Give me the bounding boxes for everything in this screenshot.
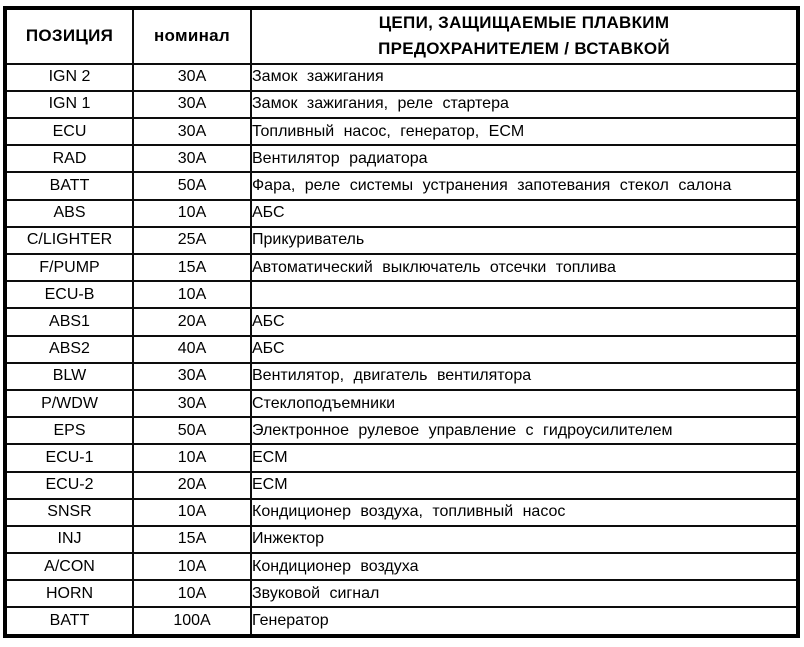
rating-cell: 15A <box>132 524 252 555</box>
rating-cell: 30A <box>132 144 252 174</box>
header-circuits-line2: ПРЕДОХРАНИТЕЛЕМ / ВСТАВКОЙ <box>378 39 670 59</box>
position-cell: BATT <box>4 171 134 201</box>
circuits-cell: АБС <box>250 334 799 364</box>
position-cell: ECU-B <box>4 280 134 310</box>
circuits-cell: АБС <box>250 307 799 337</box>
circuits-cell: Инжектор <box>250 524 799 555</box>
circuits-cell: ECM <box>250 443 799 473</box>
rating-cell: 20A <box>132 307 252 337</box>
position-cell: ABS1 <box>4 307 134 337</box>
rating-cell: 25A <box>132 225 252 256</box>
rating-cell: 30A <box>132 89 252 120</box>
circuits-cell: Стеклоподъемники <box>250 388 799 419</box>
rating-cell: 10A <box>132 552 252 582</box>
position-cell: ECU-1 <box>4 443 134 473</box>
header-circuits-line1: ЦЕПИ, ЗАЩИЩАЕМЫЕ ПЛАВКИМ <box>378 13 670 32</box>
position-cell: ABS2 <box>4 334 134 364</box>
table-row: IGN 1 30A Замок зажигания, реле стартера <box>4 89 799 120</box>
table-row: IGN 2 30A Замок зажигания <box>4 62 799 92</box>
circuits-cell: Кондиционер воздуха, топливный насос <box>250 497 799 527</box>
position-cell: BLW <box>4 361 134 391</box>
header-rating: номинал <box>132 7 252 65</box>
circuits-cell: Автоматический выключатель отсечки топли… <box>250 252 799 283</box>
circuits-cell <box>250 280 799 310</box>
circuits-cell: Топливный насос, генератор, ECM <box>250 117 799 147</box>
table-row: HORN 10A Звуковой сигнал <box>4 579 799 609</box>
circuits-cell: АБС <box>250 198 799 228</box>
rating-cell: 40A <box>132 334 252 364</box>
position-cell: ECU <box>4 117 134 147</box>
header-row: ПОЗИЦИЯ номинал ЦЕПИ, ЗАЩИЩАЕМЫЕ ПЛАВКИМ… <box>4 7 799 65</box>
position-cell: ECU-2 <box>4 470 134 500</box>
table-row: ECU-B 10A <box>4 280 799 310</box>
table-row: ABS2 40A АБС <box>4 334 799 364</box>
circuits-cell: Замок зажигания, реле стартера <box>250 89 799 120</box>
position-cell: BATT <box>4 606 134 637</box>
table-row: ECU-2 20A ECM <box>4 470 799 500</box>
rating-cell: 10A <box>132 280 252 310</box>
circuits-cell: ECM <box>250 470 799 500</box>
position-cell: EPS <box>4 416 134 446</box>
fuse-table-header: ПОЗИЦИЯ номинал ЦЕПИ, ЗАЩИЩАЕМЫЕ ПЛАВКИМ… <box>4 7 799 65</box>
table-row: BATT 100A Генератор <box>4 606 799 637</box>
circuits-cell: Замок зажигания <box>250 62 799 92</box>
circuits-cell: Звуковой сигнал <box>250 579 799 609</box>
circuits-cell: Вентилятор, двигатель вентилятора <box>250 361 799 391</box>
rating-cell: 20A <box>132 470 252 500</box>
table-row: ABS1 20A АБС <box>4 307 799 337</box>
rating-cell: 10A <box>132 579 252 609</box>
table-row: SNSR 10A Кондиционер воздуха, топливный на… <box>4 497 799 527</box>
position-cell: C/LIGHTER <box>4 225 134 256</box>
table-row: INJ 15A Инжектор <box>4 524 799 555</box>
table-row: C/LIGHTER 25A Прикуриватель <box>4 225 799 256</box>
position-cell: INJ <box>4 524 134 555</box>
rating-cell: 100A <box>132 606 252 637</box>
table-row: A/CON 10A Кондиционер воздуха <box>4 552 799 582</box>
rating-cell: 10A <box>132 443 252 473</box>
rating-cell: 50A <box>132 416 252 446</box>
position-cell: P/WDW <box>4 388 134 419</box>
table-row: BATT 50A Фара, реле системы устранения зап… <box>4 171 799 201</box>
rating-cell: 30A <box>132 117 252 147</box>
rating-cell: 30A <box>132 361 252 391</box>
table-row: F/PUMP 15A Автоматический выключатель отсе… <box>4 252 799 283</box>
position-cell: SNSR <box>4 497 134 527</box>
rating-cell: 50A <box>132 171 252 201</box>
position-cell: ABS <box>4 198 134 228</box>
rating-cell: 10A <box>132 198 252 228</box>
rating-cell: 15A <box>132 252 252 283</box>
fuse-table: ПОЗИЦИЯ номинал ЦЕПИ, ЗАЩИЩАЕМЫЕ ПЛАВКИМ… <box>3 6 800 638</box>
circuits-cell: Кондиционер воздуха <box>250 552 799 582</box>
circuits-cell: Фара, реле системы устранения запотевани… <box>250 171 799 201</box>
header-position: ПОЗИЦИЯ <box>4 7 134 65</box>
fuse-table-body: IGN 2 30A Замок зажигания IGN 1 30A Замок заж… <box>4 62 799 637</box>
position-cell: HORN <box>4 579 134 609</box>
position-cell: IGN 1 <box>4 89 134 120</box>
rating-cell: 30A <box>132 388 252 419</box>
table-row: ECU-1 10A ECM <box>4 443 799 473</box>
header-circuits: ЦЕПИ, ЗАЩИЩАЕМЫЕ ПЛАВКИМ ПРЕДОХРАНИТЕЛЕМ… <box>250 7 799 65</box>
circuits-cell: Электронное рулевое управление с гидроус… <box>250 416 799 446</box>
position-cell: A/CON <box>4 552 134 582</box>
circuits-cell: Прикуриватель <box>250 225 799 256</box>
rating-cell: 10A <box>132 497 252 527</box>
table-row: EPS 50A Электронное рулевое управление с г… <box>4 416 799 446</box>
table-row: RAD 30A Вентилятор радиатора <box>4 144 799 174</box>
rating-cell: 30A <box>132 62 252 92</box>
position-cell: F/PUMP <box>4 252 134 283</box>
position-cell: RAD <box>4 144 134 174</box>
table-row: BLW 30A Вентилятор, двигатель вентилятора <box>4 361 799 391</box>
table-row: P/WDW 30A Стеклоподъемники <box>4 388 799 419</box>
table-row: ECU 30A Топливный насос, генератор, ECM <box>4 117 799 147</box>
circuits-cell: Генератор <box>250 606 799 637</box>
table-row: ABS 10A АБС <box>4 198 799 228</box>
position-cell: IGN 2 <box>4 62 134 92</box>
circuits-cell: Вентилятор радиатора <box>250 144 799 174</box>
